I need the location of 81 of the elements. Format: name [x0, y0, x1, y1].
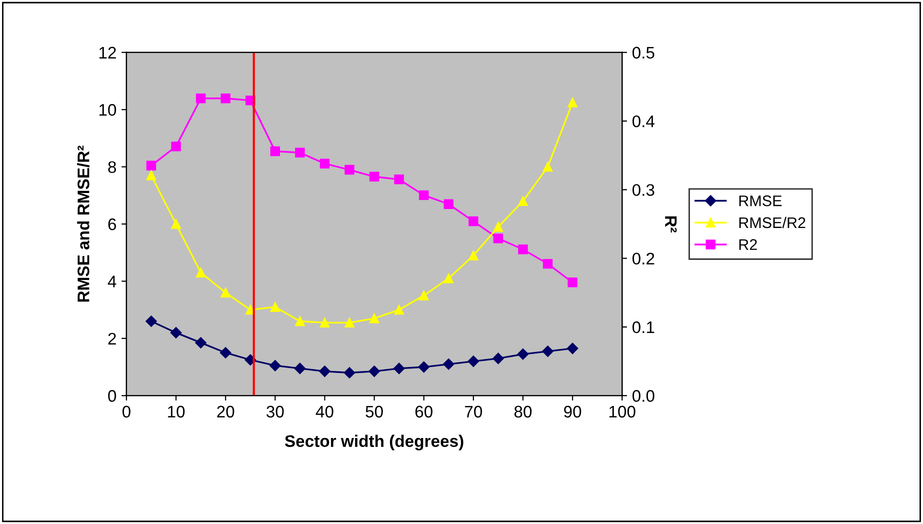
point	[468, 216, 478, 226]
point	[344, 164, 354, 175]
y-tick-label: 12	[99, 46, 116, 58]
point	[568, 98, 578, 108]
point	[171, 219, 181, 229]
y2-tick-label: 0.4	[632, 115, 655, 128]
point	[542, 258, 553, 269]
y-tick-label: 4	[108, 276, 116, 288]
point	[220, 94, 230, 104]
point	[146, 316, 157, 327]
point	[270, 146, 280, 156]
y2-tick-label: 0.1	[632, 321, 654, 334]
y-tick-label: 0	[108, 390, 116, 402]
point	[418, 290, 429, 300]
point	[294, 362, 306, 374]
point	[542, 346, 554, 357]
point	[195, 337, 206, 348]
x-tick-label: 40	[316, 406, 334, 418]
point	[394, 174, 404, 184]
point	[171, 142, 181, 152]
point	[542, 162, 553, 172]
point	[517, 348, 529, 360]
point	[518, 196, 528, 206]
y-tick-label: 10	[99, 104, 116, 116]
point	[295, 316, 305, 326]
point	[418, 361, 430, 373]
point	[418, 190, 429, 200]
point	[368, 366, 380, 377]
legend-label: RMSE/R2	[739, 216, 806, 228]
point	[319, 366, 330, 377]
point	[170, 327, 182, 338]
point	[393, 362, 405, 374]
point	[468, 250, 478, 260]
x-tick-label: 50	[366, 406, 383, 418]
point	[468, 356, 480, 367]
point	[444, 273, 454, 284]
point	[220, 347, 232, 358]
x-tick-label: 30	[266, 406, 284, 418]
point	[295, 148, 305, 158]
point	[146, 170, 156, 180]
x-tick-label: 10	[168, 406, 185, 418]
point	[518, 244, 528, 254]
y-tick-label: 2	[108, 332, 116, 344]
point	[443, 358, 454, 370]
point	[146, 160, 156, 171]
y2-tick-label: 0.2	[632, 252, 654, 265]
y2-tick-label: 0.3	[632, 184, 654, 196]
point	[196, 94, 206, 104]
x-axis-title: Sector width (degrees)	[284, 434, 464, 450]
point	[320, 158, 330, 168]
point	[493, 222, 504, 232]
point	[320, 318, 330, 328]
x-tick-label: 70	[464, 406, 482, 418]
x-tick-label: 100	[609, 406, 636, 418]
point	[369, 172, 380, 182]
y2-axis-title: R²	[665, 216, 677, 232]
y-tick-label: 6	[108, 218, 116, 230]
point	[493, 234, 504, 244]
x-tick-label: 0	[122, 406, 130, 418]
point	[566, 342, 578, 354]
point	[196, 268, 206, 278]
x-tick-label: 60	[415, 406, 432, 418]
point	[220, 288, 230, 298]
point	[344, 367, 356, 378]
x-tick-label: 90	[564, 406, 582, 418]
y2-tick-label: 0.0	[632, 390, 654, 402]
point	[270, 302, 280, 312]
point	[568, 277, 578, 288]
y2-tick-label: 0.5	[632, 46, 654, 59]
point	[369, 314, 380, 324]
legend-label: RMSE	[739, 195, 782, 206]
point	[344, 318, 354, 328]
x-tick-label: 20	[217, 406, 234, 418]
point	[270, 360, 281, 372]
y-axis-title: RMSE and RMSE/R²	[77, 146, 90, 302]
point	[492, 352, 504, 364]
point	[444, 199, 454, 209]
x-tick-label: 80	[514, 406, 532, 418]
y-tick-label: 8	[108, 161, 116, 174]
point	[394, 304, 404, 315]
legend-label: R2	[739, 239, 757, 250]
